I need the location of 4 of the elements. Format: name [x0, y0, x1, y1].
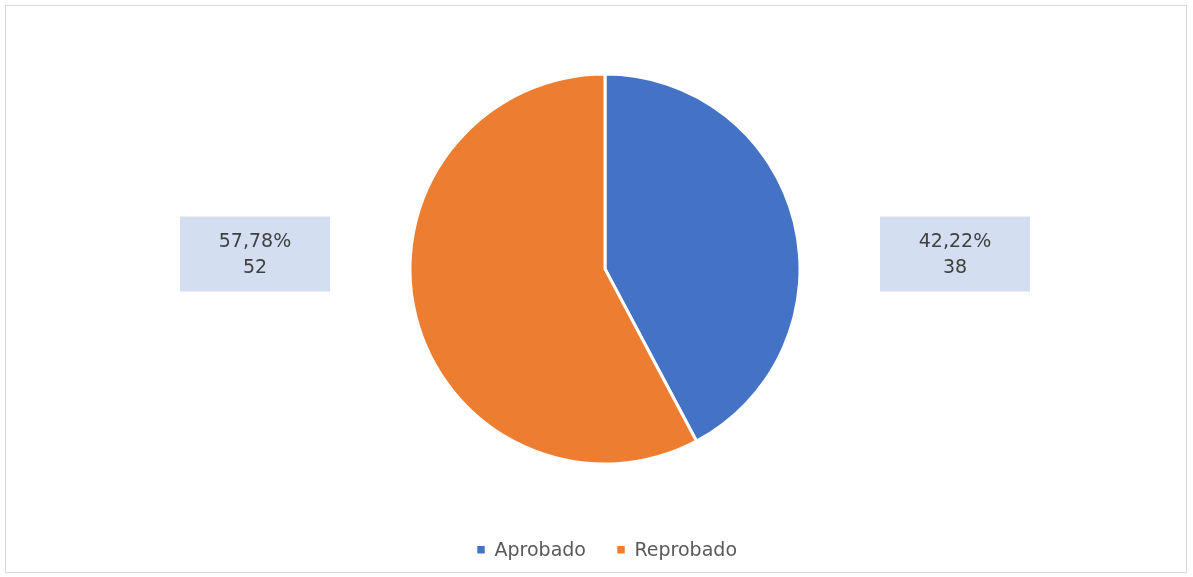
- legend-label: Reprobado: [634, 537, 738, 560]
- data-label: 57,78% 52: [218, 229, 292, 277]
- data-label: 42,22% 38: [918, 229, 992, 277]
- legend-label: Aprobado: [494, 537, 586, 560]
